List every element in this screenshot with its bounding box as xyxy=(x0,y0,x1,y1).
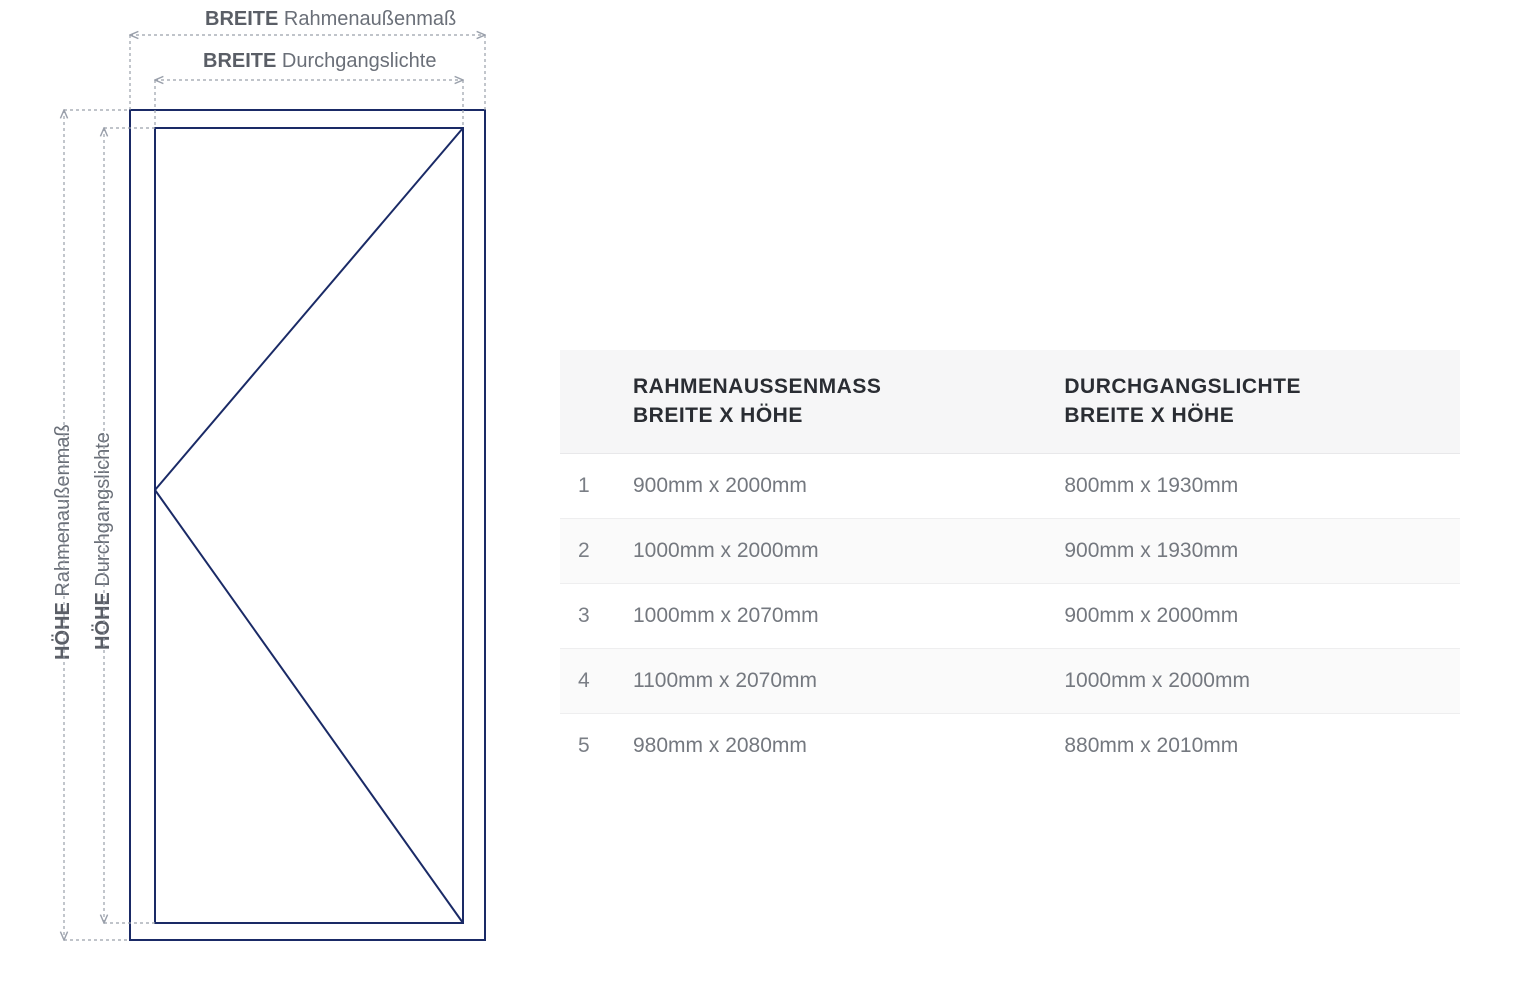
row-index-cell: 5 xyxy=(560,713,615,778)
table-header: RAHMENAUSSENMASS BREITE X HÖHE DURCHGANG… xyxy=(560,350,1460,453)
page-container: BREITE Rahmenaußenmaß BREITE Durchgangsl… xyxy=(0,0,1520,1000)
table-row: 21000mm x 2000mm900mm x 1930mm xyxy=(560,518,1460,583)
dimensions-table-area: RAHMENAUSSENMASS BREITE X HÖHE DURCHGANG… xyxy=(560,0,1520,778)
durchgang-cell: 1000mm x 2000mm xyxy=(1046,648,1460,713)
door-dimension-diagram: BREITE Rahmenaußenmaß BREITE Durchgangsl… xyxy=(0,0,560,1000)
table-row: 5980mm x 2080mm880mm x 2010mm xyxy=(560,713,1460,778)
door-svg xyxy=(0,0,560,1000)
rahmen-cell: 1100mm x 2070mm xyxy=(615,648,1046,713)
table-row: 41100mm x 2070mm1000mm x 2000mm xyxy=(560,648,1460,713)
row-index-cell: 1 xyxy=(560,453,615,518)
hinge-line-bottom xyxy=(155,490,463,923)
hinge-line-top xyxy=(155,128,463,490)
col-rahmen-header: RAHMENAUSSENMASS BREITE X HÖHE xyxy=(615,350,1046,453)
rahmen-cell: 980mm x 2080mm xyxy=(615,713,1046,778)
outer-frame-rect xyxy=(130,110,485,940)
dimensions-table: RAHMENAUSSENMASS BREITE X HÖHE DURCHGANG… xyxy=(560,350,1460,778)
table-body: 1900mm x 2000mm800mm x 1930mm21000mm x 2… xyxy=(560,453,1460,778)
row-index-cell: 4 xyxy=(560,648,615,713)
table-row: 1900mm x 2000mm800mm x 1930mm xyxy=(560,453,1460,518)
durchgang-cell: 800mm x 1930mm xyxy=(1046,453,1460,518)
row-index-cell: 2 xyxy=(560,518,615,583)
table-row: 31000mm x 2070mm900mm x 2000mm xyxy=(560,583,1460,648)
rahmen-cell: 1000mm x 2070mm xyxy=(615,583,1046,648)
rahmen-cell: 1000mm x 2000mm xyxy=(615,518,1046,583)
col-index-header xyxy=(560,350,615,453)
durchgang-cell: 880mm x 2010mm xyxy=(1046,713,1460,778)
durchgang-cell: 900mm x 2000mm xyxy=(1046,583,1460,648)
col-durchgang-header: DURCHGANGSLICHTE BREITE X HÖHE xyxy=(1046,350,1460,453)
inner-leaf-rect xyxy=(155,128,463,923)
row-index-cell: 3 xyxy=(560,583,615,648)
durchgang-cell: 900mm x 1930mm xyxy=(1046,518,1460,583)
rahmen-cell: 900mm x 2000mm xyxy=(615,453,1046,518)
